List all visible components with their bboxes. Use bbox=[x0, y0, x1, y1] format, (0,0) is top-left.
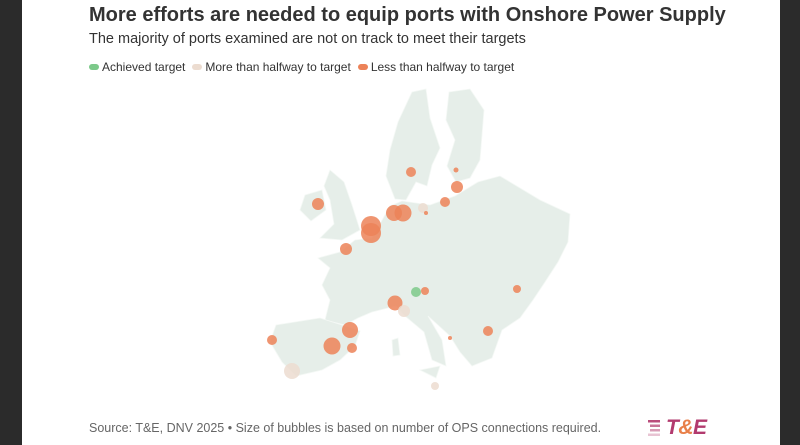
port-bubble-less[interactable] bbox=[424, 211, 428, 215]
port-bubble-less[interactable] bbox=[483, 326, 493, 336]
logo-stripes-icon bbox=[648, 420, 660, 436]
port-bubble-less[interactable] bbox=[340, 243, 352, 255]
land-sicily bbox=[418, 365, 441, 379]
port-bubble-less[interactable] bbox=[312, 198, 324, 210]
port-bubble-less[interactable] bbox=[448, 336, 452, 340]
port-bubble-less[interactable] bbox=[323, 337, 341, 355]
port-bubble-more[interactable] bbox=[284, 363, 300, 379]
port-bubble-achieved[interactable] bbox=[411, 287, 421, 297]
legend-swatch-less-than-halfway bbox=[357, 64, 368, 70]
port-bubble-less[interactable] bbox=[342, 322, 358, 338]
port-bubble-less[interactable] bbox=[451, 181, 463, 193]
port-bubble-less[interactable] bbox=[453, 167, 459, 173]
legend-label: Achieved target bbox=[102, 60, 186, 74]
legend-label: Less than halfway to target bbox=[370, 60, 515, 74]
port-bubble-less[interactable] bbox=[421, 287, 429, 295]
port-bubble-less[interactable] bbox=[361, 223, 381, 243]
land-sardinia bbox=[391, 337, 401, 357]
legend-item-achieved[interactable]: Achieved target bbox=[89, 60, 185, 74]
land-finland bbox=[445, 88, 485, 183]
legend-item-more-than-halfway[interactable]: More than halfway to target bbox=[192, 60, 351, 74]
port-bubble-less[interactable] bbox=[406, 167, 416, 177]
land-continent bbox=[317, 175, 571, 367]
legend-item-less-than-halfway[interactable]: Less than halfway to target bbox=[357, 60, 515, 74]
logo-text: T&E bbox=[666, 416, 707, 439]
port-bubble-less[interactable] bbox=[387, 295, 403, 311]
te-logo: T&E bbox=[646, 416, 707, 440]
port-bubble-more[interactable] bbox=[431, 382, 439, 390]
land-scandinavia bbox=[385, 88, 441, 201]
land-iberia bbox=[269, 317, 361, 377]
port-bubble-more[interactable] bbox=[418, 203, 428, 213]
chart-title: More efforts are needed to equip ports w… bbox=[89, 4, 726, 26]
legend-swatch-more-than-halfway bbox=[192, 64, 203, 70]
source-note: Source: T&E, DNV 2025 • Size of bubbles … bbox=[89, 421, 602, 435]
port-bubble-less[interactable] bbox=[267, 335, 277, 345]
port-bubble-less[interactable] bbox=[347, 343, 357, 353]
legend-label: More than halfway to target bbox=[205, 60, 351, 74]
land-great-britain bbox=[319, 169, 361, 241]
legend: Achieved target More than halfway to tar… bbox=[89, 60, 514, 74]
legend-swatch-achieved bbox=[89, 64, 99, 70]
port-bubble-less[interactable] bbox=[440, 197, 450, 207]
port-bubble-less[interactable] bbox=[394, 204, 412, 222]
port-bubble-more[interactable] bbox=[398, 305, 410, 317]
port-bubble-less[interactable] bbox=[513, 285, 521, 293]
chart-subtitle: The majority of ports examined are not o… bbox=[89, 31, 526, 47]
